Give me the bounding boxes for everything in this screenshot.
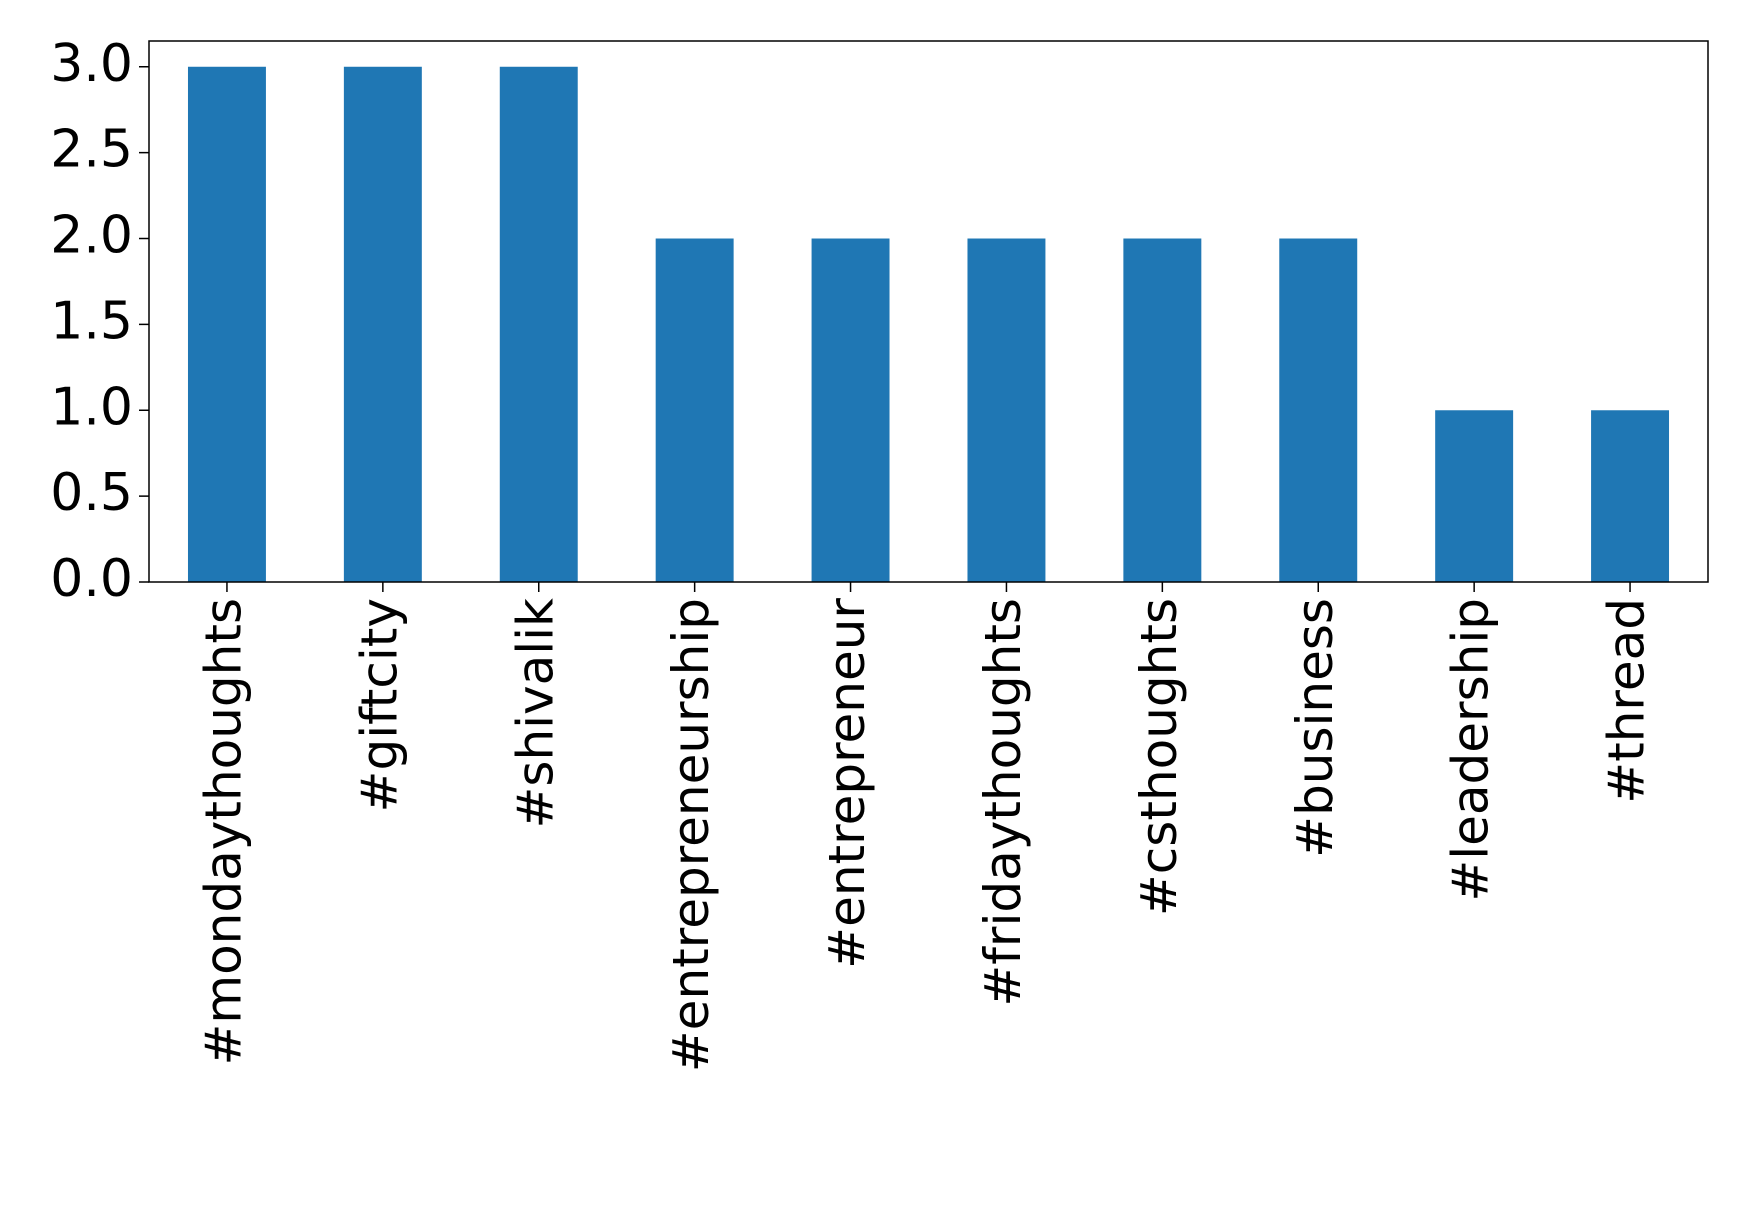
y-tick-label: 0.0 <box>50 549 133 609</box>
bar <box>1591 410 1670 582</box>
x-tick-label: #leadership <box>1442 598 1500 902</box>
bar <box>967 238 1046 582</box>
bar <box>1279 238 1358 582</box>
bar <box>811 238 890 582</box>
bar <box>1123 238 1202 582</box>
y-tick-label: 2.0 <box>50 206 133 266</box>
bar <box>1435 410 1514 582</box>
bar <box>187 66 266 582</box>
bar <box>343 66 422 582</box>
bar <box>499 66 578 582</box>
x-tick-label: #csthoughts <box>1130 598 1188 916</box>
x-tick-label: #shivalik <box>506 598 564 829</box>
y-tick-label: 0.5 <box>50 463 133 523</box>
x-tick-label: #mondaythoughts <box>194 598 252 1066</box>
plot-frame <box>148 40 1709 583</box>
x-tick-label: #entrepreneurship <box>662 598 720 1072</box>
y-tick-label: 3.0 <box>50 34 133 94</box>
x-tick-label: #fridaythoughts <box>974 598 1032 1007</box>
y-tick-label: 2.5 <box>50 120 133 180</box>
bar <box>655 238 734 582</box>
x-tick-label: #entrepreneur <box>818 598 876 969</box>
x-tick-label: #business <box>1286 598 1344 858</box>
y-tick-label: 1.0 <box>50 377 133 437</box>
y-tick-label: 1.5 <box>50 291 133 351</box>
x-tick-label: #thread <box>1598 598 1656 804</box>
x-tick-label: #giftcity <box>350 598 408 812</box>
